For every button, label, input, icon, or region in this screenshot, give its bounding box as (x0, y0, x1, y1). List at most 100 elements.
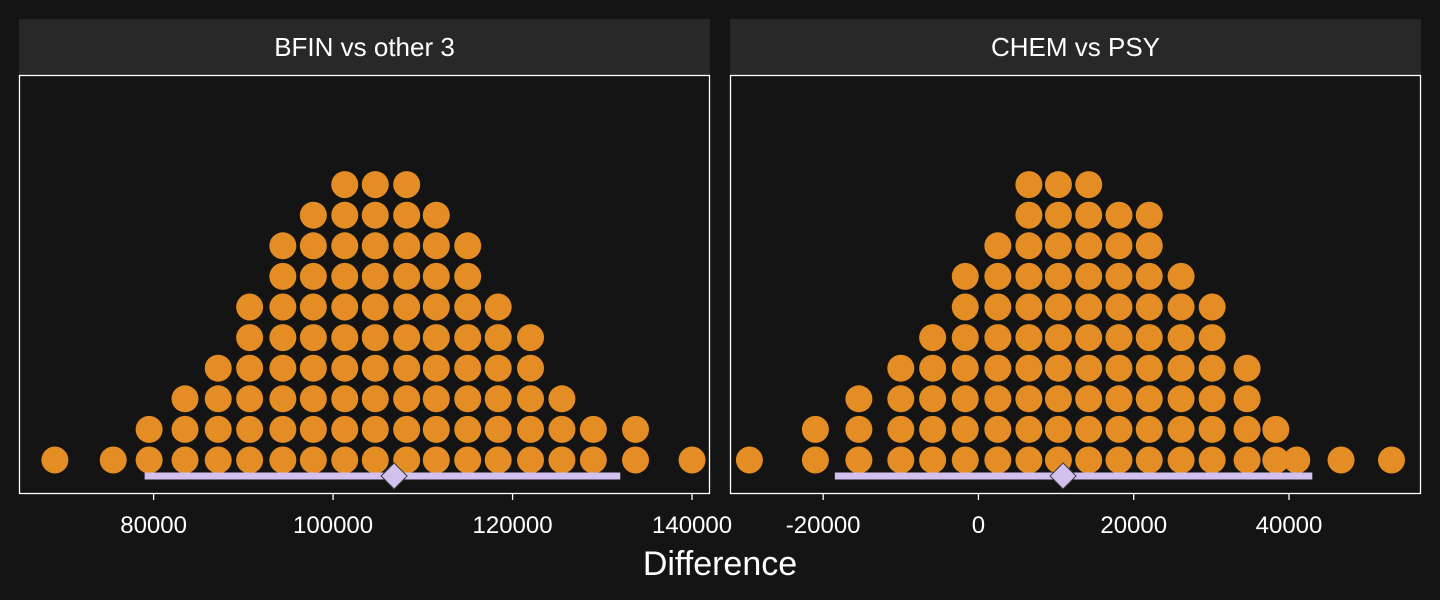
dot (1044, 232, 1072, 260)
dot (845, 415, 873, 443)
dot (236, 415, 264, 443)
dot (548, 446, 576, 474)
dot (1044, 324, 1072, 352)
dot (331, 293, 359, 321)
dot (1167, 293, 1195, 321)
dot (1262, 446, 1290, 474)
x-tick-label: 0 (972, 512, 985, 539)
dot (484, 385, 512, 413)
dot (984, 232, 1012, 260)
dot (393, 324, 421, 352)
dot (299, 201, 327, 229)
dot (269, 262, 297, 290)
dot (331, 446, 359, 474)
dot (204, 415, 232, 443)
dot (171, 385, 199, 413)
dot (422, 415, 450, 443)
dot (1075, 446, 1103, 474)
dot (361, 293, 389, 321)
dot (1167, 385, 1195, 413)
dot (299, 385, 327, 413)
x-tick-label: 80000 (120, 512, 187, 539)
dot (517, 446, 545, 474)
dot (1044, 385, 1072, 413)
dot (422, 385, 450, 413)
dot (1044, 262, 1072, 290)
dot (1075, 354, 1103, 382)
panel-frame (18, 74, 711, 495)
dot (951, 354, 979, 382)
panel-strip (730, 19, 1421, 75)
dot (1198, 293, 1226, 321)
dot (1135, 293, 1163, 321)
dot (951, 262, 979, 290)
dot (41, 446, 69, 474)
dot (1044, 171, 1072, 199)
dot (236, 354, 264, 382)
dot (484, 324, 512, 352)
dot (393, 232, 421, 260)
dot (454, 293, 482, 321)
x-tick-label: 40000 (1256, 512, 1323, 539)
dot (1105, 354, 1133, 382)
dot (1233, 385, 1261, 413)
dot (548, 415, 576, 443)
dot (984, 324, 1012, 352)
dot (801, 446, 829, 474)
dot (171, 415, 199, 443)
point-estimate-marker (1049, 462, 1077, 490)
dot (454, 324, 482, 352)
dot-stacks (41, 171, 706, 474)
dot (1135, 232, 1163, 260)
dot (984, 415, 1012, 443)
dot (299, 232, 327, 260)
dot (1283, 446, 1311, 474)
dot (1015, 293, 1043, 321)
dot (984, 262, 1012, 290)
dot (299, 293, 327, 321)
dot (393, 385, 421, 413)
panel-title: BFIN vs other 3 (274, 32, 455, 62)
dot (393, 201, 421, 229)
dot (331, 324, 359, 352)
dot (454, 262, 482, 290)
dot (1167, 415, 1195, 443)
dot (135, 415, 163, 443)
dot (517, 354, 545, 382)
dot (1015, 385, 1043, 413)
dot (204, 354, 232, 382)
panel-1: BFIN vs other 3 80000 100000 120000 140000 (18, 19, 732, 539)
dot (1075, 293, 1103, 321)
dot (361, 232, 389, 260)
dot (299, 262, 327, 290)
dot (1075, 262, 1103, 290)
x-axis-label: Difference (643, 545, 797, 583)
dot (331, 262, 359, 290)
dot (951, 293, 979, 321)
dot (361, 446, 389, 474)
dot (951, 385, 979, 413)
dot (361, 415, 389, 443)
dot (361, 324, 389, 352)
dot (1198, 354, 1226, 382)
dot (393, 446, 421, 474)
dot (422, 446, 450, 474)
dot (299, 324, 327, 352)
dot (135, 446, 163, 474)
dot (236, 293, 264, 321)
panel-strip (19, 19, 710, 75)
dot (1198, 324, 1226, 352)
dot (1015, 324, 1043, 352)
dot (393, 171, 421, 199)
dot (269, 232, 297, 260)
panel-title: CHEM vs PSY (991, 32, 1160, 62)
dot (1015, 171, 1043, 199)
dot (1105, 201, 1133, 229)
dot-stacks (735, 171, 1405, 474)
dot (1075, 324, 1103, 352)
dot (331, 385, 359, 413)
dot (1015, 232, 1043, 260)
dot (393, 354, 421, 382)
